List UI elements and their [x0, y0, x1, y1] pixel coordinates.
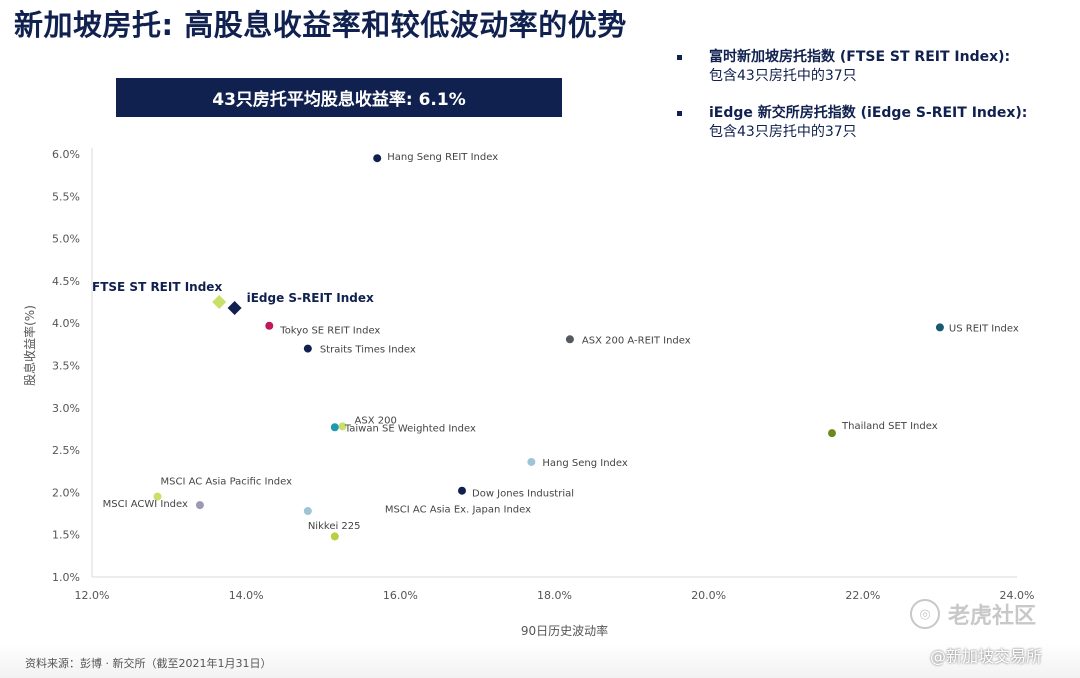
y-tick-label: 1.0%	[52, 571, 80, 584]
data-point-label: Tokyo SE REIT Index	[279, 326, 380, 337]
data-point-label: ASX 200	[355, 415, 397, 426]
data-point-label: MSCI AC Asia Pacific Index	[161, 477, 293, 488]
source-note: 资料来源：彭博 · 新交所（截至2021年1月31日）	[25, 657, 272, 670]
x-tick-label: 14.0%	[229, 589, 264, 602]
data-point-label: FTSE ST REIT Index	[92, 280, 222, 294]
footer-band	[0, 643, 1080, 678]
note-body: 包含43只房托中的37只	[709, 68, 857, 84]
note-head: 富时新加坡房托指数 (FTSE ST REIT Index):	[709, 49, 1011, 65]
y-tick-label: 2.5%	[52, 444, 80, 457]
user-watermark: @新加坡交易所	[930, 647, 1043, 666]
data-point	[458, 486, 466, 495]
note-body: 包含43只房托中的37只	[709, 124, 857, 140]
y-tick-label: 5.5%	[52, 190, 80, 203]
data-point-label: iEdge S-REIT Index	[247, 291, 374, 305]
data-point-label: MSCI AC Asia Ex. Japan Index	[385, 504, 531, 515]
x-tick-label: 20.0%	[691, 589, 726, 602]
x-axis-label: 90日历史波动率	[521, 623, 608, 638]
data-point	[828, 429, 836, 438]
y-tick-label: 3.0%	[52, 402, 80, 415]
data-point-label: Dow Jones Industrial	[472, 489, 574, 500]
brand-watermark: ◎ 老虎社区	[910, 598, 1036, 630]
data-point-label: US REIT Index	[949, 323, 1019, 334]
y-tick-label: 5.0%	[52, 233, 80, 246]
data-point-label: ASX 200 A-REIT Index	[582, 335, 691, 346]
data-point	[527, 457, 536, 466]
index-notes: 富时新加坡房托指数 (FTSE ST REIT Index): 包含43只房托中…	[675, 48, 1075, 160]
y-axis-label: 股息收益率(%)	[22, 305, 37, 386]
tiger-logo-icon: ◎	[910, 599, 940, 629]
x-tick-label: 18.0%	[537, 589, 572, 602]
data-point	[935, 323, 944, 332]
data-point	[265, 321, 274, 330]
data-point-label: Hang Seng Index	[542, 458, 627, 469]
data-point	[565, 335, 574, 344]
data-point	[303, 507, 312, 516]
data-point-label: Hang Seng REIT Index	[387, 152, 498, 163]
data-point-label: Straits Times Index	[320, 345, 416, 356]
data-point-label: MSCI ACWI Index	[103, 499, 188, 510]
y-tick-label: 3.5%	[52, 360, 80, 373]
note-head: iEdge 新交所房托指数 (iEdge S-REIT Index):	[709, 105, 1028, 121]
data-point-label: Thailand SET Index	[841, 421, 938, 432]
data-point-label: Nikkei 225	[308, 521, 361, 532]
y-tick-label: 2.0%	[52, 486, 80, 499]
note-ftse: 富时新加坡房托指数 (FTSE ST REIT Index): 包含43只房托中…	[675, 48, 1075, 86]
bullet-icon	[677, 55, 682, 60]
x-tick-label: 22.0%	[845, 589, 880, 602]
data-point-diamond	[227, 300, 242, 315]
data-point	[373, 154, 382, 163]
y-tick-label: 4.0%	[52, 317, 80, 330]
data-point	[303, 344, 312, 353]
y-tick-label: 4.5%	[52, 275, 80, 288]
bullet-icon	[677, 111, 682, 116]
data-point	[195, 501, 204, 510]
data-point	[338, 422, 347, 431]
note-iedge: iEdge 新交所房托指数 (iEdge S-REIT Index): 包含43…	[675, 104, 1075, 142]
data-point	[330, 532, 339, 541]
y-tick-label: 6.0%	[52, 148, 80, 161]
y-tick-label: 1.5%	[52, 529, 80, 542]
data-point-diamond	[212, 295, 227, 310]
data-point-label: Taiwan SE Weighted Index	[344, 423, 476, 434]
average-yield-banner: 43只房托平均股息收益率: 6.1%	[116, 78, 562, 117]
data-point	[330, 423, 339, 432]
brand-watermark-text: 老虎社区	[948, 604, 1037, 629]
x-tick-label: 12.0%	[75, 589, 110, 602]
data-point	[153, 492, 162, 501]
page-title: 新加坡房托: 高股息收益率和较低波动率的优势	[14, 8, 627, 42]
x-tick-label: 16.0%	[383, 589, 418, 602]
x-tick-label: 24.0%	[1000, 589, 1035, 602]
